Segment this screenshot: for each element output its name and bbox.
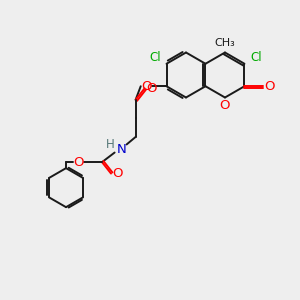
Text: O: O: [264, 80, 275, 93]
Text: Cl: Cl: [250, 51, 262, 64]
Text: O: O: [73, 156, 83, 169]
Text: Cl: Cl: [149, 51, 161, 64]
Text: O: O: [220, 99, 230, 112]
Text: H: H: [106, 138, 115, 151]
Text: O: O: [146, 82, 157, 95]
Text: O: O: [141, 80, 152, 93]
Text: N: N: [117, 143, 126, 156]
Text: O: O: [112, 167, 123, 180]
Text: CH₃: CH₃: [214, 38, 235, 49]
